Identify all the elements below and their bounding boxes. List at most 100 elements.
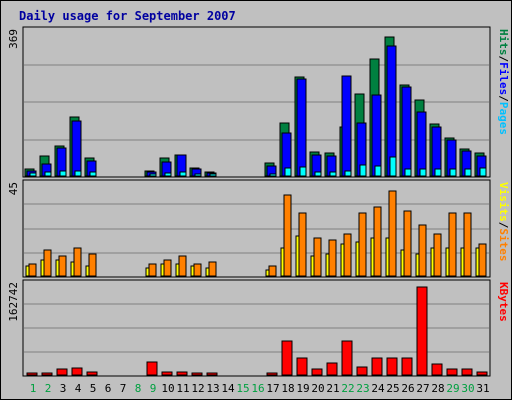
bar-pages-day-26 [404,168,412,177]
bar-sites-day-26 [403,210,412,277]
x-tick-label-day-25: 25 [386,382,399,395]
x-tick-label-day-10: 10 [161,382,174,395]
x-tick-label-day-30: 30 [461,382,474,395]
x-tick-label-day-8: 8 [135,382,142,395]
bar-kbytes-day-12 [191,372,203,376]
x-tick-label-day-21: 21 [326,382,339,395]
x-tick-label-day-13: 13 [206,382,219,395]
bar-sites-day-24 [373,206,382,277]
x-tick-label-day-5: 5 [90,382,97,395]
panel-visits: 45 Visits/Sites [7,179,510,278]
bar-pages-day-21 [329,171,337,177]
panel-kbytes-legend: KBytes [497,282,510,322]
bar-sites-day-1 [28,263,37,277]
x-tick-label-day-27: 27 [416,382,429,395]
bar-files-day-27 [416,111,427,177]
bar-pages-day-20 [314,171,322,177]
bar-sites-day-12 [193,263,202,277]
x-tick-label-day-7: 7 [120,382,127,395]
bar-sites-day-22 [343,233,352,277]
bar-kbytes-day-4 [71,367,83,376]
bar-pages-day-22 [344,170,352,177]
bar-kbytes-day-9 [146,361,158,376]
x-tick-label-day-28: 28 [431,382,444,395]
bar-pages-day-23 [359,164,367,177]
bar-kbytes-day-21 [326,362,338,376]
x-tick-label-day-23: 23 [356,382,369,395]
bar-pages-day-18 [284,167,292,177]
bar-sites-day-30 [463,212,472,277]
chart-title: Daily usage for September 2007 [19,9,236,23]
bar-files-day-24 [371,94,382,177]
x-tick-label-day-16: 16 [251,382,264,395]
bar-sites-day-17 [268,265,277,277]
bar-kbytes-day-31 [476,371,488,376]
x-tick-label-day-31: 31 [476,382,489,395]
bar-kbytes-day-22 [341,340,353,376]
bar-pages-day-4 [74,170,82,177]
legend-sites: Sites [497,228,510,261]
bar-kbytes-day-20 [311,368,323,376]
bar-sites-day-31 [478,243,487,277]
bar-pages-day-11 [179,171,187,177]
bar-kbytes-day-3 [56,368,68,376]
bar-files-day-26 [401,86,412,177]
bar-sites-day-11 [178,255,187,277]
bar-pages-day-10 [164,172,172,177]
bar-kbytes-day-11 [176,371,188,376]
bar-sites-day-3 [58,255,67,277]
bar-sites-day-28 [433,233,442,277]
bar-kbytes-day-13 [206,372,218,376]
bar-pages-day-2 [44,171,52,177]
bar-sites-day-13 [208,261,217,277]
bar-pages-day-29 [449,168,457,177]
bar-pages-day-12 [194,173,202,177]
bar-sites-day-5 [88,253,97,277]
bar-pages-day-31 [479,167,487,177]
panel-visits-legend: Visits/Sites [497,182,510,262]
bar-sites-day-18 [283,194,292,277]
bar-kbytes-day-25 [386,357,398,376]
bar-sites-day-10 [163,259,172,277]
legend-kbytes: KBytes [497,282,510,322]
bar-kbytes-day-5 [86,371,98,376]
bar-pages-day-9 [149,173,157,177]
x-tick-label-day-19: 19 [296,382,309,395]
bar-sites-day-29 [448,212,457,277]
x-tick-label-day-29: 29 [446,382,459,395]
x-tick-label-day-12: 12 [191,382,204,395]
bar-pages-day-28 [434,168,442,177]
bar-kbytes-day-10 [161,371,173,376]
bar-kbytes-day-19 [296,357,308,376]
bar-files-day-22 [341,75,352,177]
x-tick-label-day-11: 11 [176,382,189,395]
bar-pages-day-25 [389,156,397,177]
bar-pages-day-13 [209,173,217,177]
legend-separator: / [497,56,510,63]
bar-kbytes-day-1 [26,372,38,376]
bar-kbytes-day-23 [356,366,368,376]
bar-pages-day-24 [374,165,382,177]
panel-visits-max-label: 45 [7,182,20,195]
bar-pages-day-5 [89,171,97,177]
x-tick-label-day-26: 26 [401,382,414,395]
bar-pages-day-3 [59,170,67,177]
bar-kbytes-day-2 [41,372,53,376]
bar-sites-day-19 [298,212,307,277]
bar-kbytes-day-18 [281,340,293,376]
svg-text:Visits/Sites: Visits/Sites [497,182,510,262]
bar-files-day-19 [296,78,307,177]
bar-kbytes-day-30 [461,368,473,376]
bar-sites-day-23 [358,212,367,277]
panel-hits-max-label: 369 [7,29,20,49]
bar-sites-day-9 [148,263,157,277]
bar-sites-day-4 [73,247,82,277]
bar-kbytes-day-24 [371,357,383,376]
bar-kbytes-day-28 [431,363,443,376]
bar-pages-day-19 [299,166,307,177]
bar-kbytes-day-17 [266,372,278,376]
x-tick-label-day-9: 9 [150,382,157,395]
bar-files-day-4 [71,120,82,177]
bar-pages-day-27 [419,168,427,177]
